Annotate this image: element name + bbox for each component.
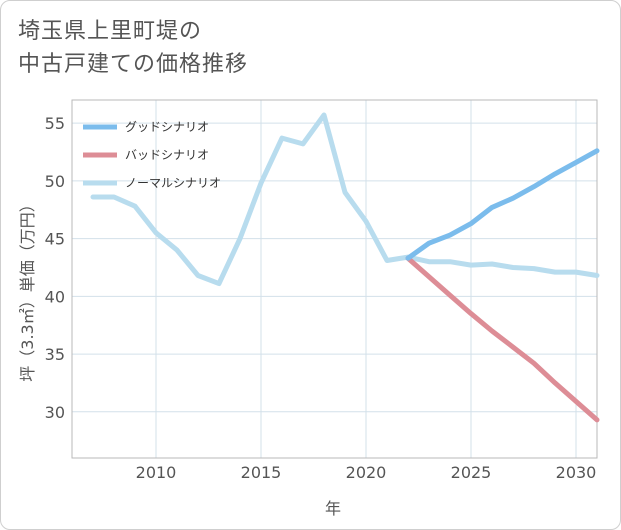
- y-tick-label: 35: [45, 345, 65, 364]
- y-tick-label: 40: [45, 287, 65, 306]
- y-tick-labels: 30 35 40 45 50 55: [45, 114, 65, 422]
- series-group: [90, 112, 600, 423]
- x-tick-label: 2030: [556, 463, 597, 482]
- y-tick-label: 30: [45, 403, 65, 422]
- x-tick-label: 2025: [451, 463, 492, 482]
- y-tick-label: 55: [45, 114, 65, 133]
- y-tick-label: 50: [45, 172, 65, 191]
- legend-label-good: グッドシナリオ: [125, 120, 209, 134]
- y-tick-label: 45: [45, 230, 65, 249]
- series-line-normal: [90, 112, 600, 287]
- legend-label-normal: ノーマルシナリオ: [125, 176, 221, 190]
- x-axis-title: 年: [325, 499, 341, 518]
- chart-title-line-2: 中古戸建ての価格推移: [18, 52, 249, 77]
- series-line-good: [405, 148, 600, 261]
- chart-title: 埼玉県上里町堤の 中古戸建ての価格推移: [18, 15, 248, 81]
- plot-border: [71, 99, 598, 459]
- x-tick-labels: 2010 2015 2020 2025 2030: [136, 463, 597, 482]
- legend-label-bad: バッドシナリオ: [125, 148, 209, 162]
- series-line-bad: [405, 255, 600, 423]
- chart-title-line-1: 埼玉県上里町堤の: [18, 19, 203, 44]
- x-tick-label: 2015: [241, 463, 282, 482]
- y-axis-title: 坪（3.3㎡）単価（万円）: [18, 196, 37, 381]
- x-tick-label: 2010: [136, 463, 177, 482]
- x-tick-label: 2020: [346, 463, 387, 482]
- grid: [72, 100, 597, 458]
